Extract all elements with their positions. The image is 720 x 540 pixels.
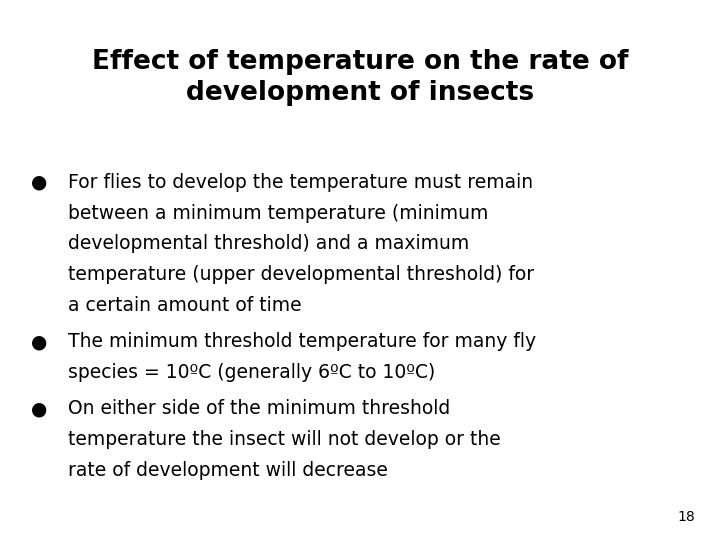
Text: ●: ● <box>32 399 48 418</box>
Text: ●: ● <box>32 173 48 192</box>
Text: Effect of temperature on the rate of
development of insects: Effect of temperature on the rate of dev… <box>91 49 629 106</box>
Text: rate of development will decrease: rate of development will decrease <box>68 461 388 480</box>
Text: temperature the insect will not develop or the: temperature the insect will not develop … <box>68 430 501 449</box>
Text: ●: ● <box>32 332 48 351</box>
Text: species = 10ºC (generally 6ºC to 10ºC): species = 10ºC (generally 6ºC to 10ºC) <box>68 363 436 382</box>
Text: On either side of the minimum threshold: On either side of the minimum threshold <box>68 399 451 418</box>
Text: temperature (upper developmental threshold) for: temperature (upper developmental thresho… <box>68 265 534 284</box>
Text: a certain amount of time: a certain amount of time <box>68 296 302 315</box>
Text: For flies to develop the temperature must remain: For flies to develop the temperature mus… <box>68 173 534 192</box>
Text: The minimum threshold temperature for many fly: The minimum threshold temperature for ma… <box>68 332 536 351</box>
Text: developmental threshold) and a maximum: developmental threshold) and a maximum <box>68 234 469 253</box>
Text: 18: 18 <box>677 510 695 524</box>
Text: between a minimum temperature (minimum: between a minimum temperature (minimum <box>68 204 489 222</box>
